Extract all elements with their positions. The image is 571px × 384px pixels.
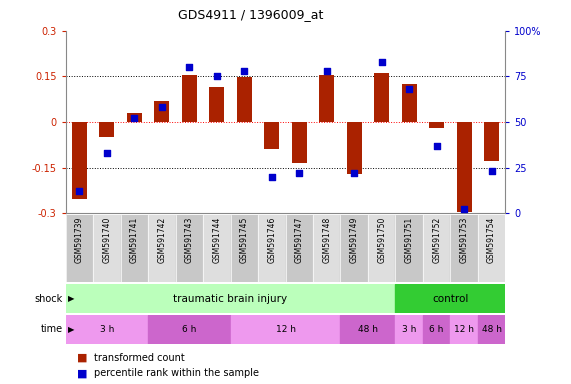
Text: GSM591748: GSM591748 xyxy=(322,217,331,263)
Bar xyxy=(313,215,340,282)
Bar xyxy=(451,215,478,282)
Bar xyxy=(451,315,478,344)
Point xyxy=(185,64,194,70)
Text: 3 h: 3 h xyxy=(402,325,416,334)
Text: 6 h: 6 h xyxy=(182,325,196,334)
Bar xyxy=(478,315,505,344)
Point xyxy=(267,174,276,180)
Bar xyxy=(176,215,203,282)
Bar xyxy=(203,215,231,282)
Bar xyxy=(395,215,423,282)
Bar xyxy=(292,122,307,163)
Text: percentile rank within the sample: percentile rank within the sample xyxy=(94,368,259,378)
Bar xyxy=(368,215,395,282)
Point xyxy=(460,207,469,213)
Text: 3 h: 3 h xyxy=(100,325,114,334)
Bar xyxy=(478,215,505,282)
Text: GSM591753: GSM591753 xyxy=(460,217,469,263)
Bar xyxy=(148,315,231,344)
Bar xyxy=(93,215,120,282)
Bar xyxy=(347,122,362,174)
Bar xyxy=(66,215,93,282)
Text: 12 h: 12 h xyxy=(275,325,296,334)
Bar xyxy=(99,122,114,137)
Text: ▶: ▶ xyxy=(68,294,74,303)
Point xyxy=(75,188,84,194)
Text: GSM591741: GSM591741 xyxy=(130,217,139,263)
Bar xyxy=(423,315,451,344)
Bar xyxy=(66,315,148,344)
Text: 48 h: 48 h xyxy=(358,325,378,334)
Text: GSM591742: GSM591742 xyxy=(158,217,166,263)
Text: ■: ■ xyxy=(77,368,87,378)
Text: time: time xyxy=(41,324,63,334)
Bar xyxy=(127,113,142,122)
Bar xyxy=(209,87,224,122)
Text: traumatic brain injury: traumatic brain injury xyxy=(174,293,288,304)
Text: ▶: ▶ xyxy=(68,325,74,334)
Text: GSM591747: GSM591747 xyxy=(295,217,304,263)
Text: GSM591745: GSM591745 xyxy=(240,217,249,263)
Bar xyxy=(154,101,170,122)
Bar xyxy=(182,75,197,122)
Point xyxy=(377,59,386,65)
Point xyxy=(157,104,166,111)
Bar xyxy=(231,315,340,344)
Point xyxy=(102,150,111,156)
Bar xyxy=(484,122,499,161)
Point xyxy=(487,168,496,174)
Text: shock: shock xyxy=(35,293,63,304)
Text: GSM591743: GSM591743 xyxy=(185,217,194,263)
Text: 6 h: 6 h xyxy=(429,325,444,334)
Text: transformed count: transformed count xyxy=(94,353,185,363)
Text: GSM591750: GSM591750 xyxy=(377,217,386,263)
Bar xyxy=(66,284,395,313)
Text: GSM591751: GSM591751 xyxy=(405,217,413,263)
Bar xyxy=(286,215,313,282)
Point xyxy=(240,68,249,74)
Text: GSM591752: GSM591752 xyxy=(432,217,441,263)
Bar xyxy=(423,215,451,282)
Bar xyxy=(120,215,148,282)
Bar xyxy=(340,315,395,344)
Point xyxy=(432,142,441,149)
Text: 12 h: 12 h xyxy=(454,325,474,334)
Point xyxy=(405,86,414,92)
Point xyxy=(130,115,139,121)
Bar xyxy=(148,215,176,282)
Bar xyxy=(231,215,258,282)
Bar xyxy=(340,215,368,282)
Bar xyxy=(429,122,444,128)
Text: ■: ■ xyxy=(77,353,87,363)
Text: GSM591754: GSM591754 xyxy=(487,217,496,263)
Bar xyxy=(237,77,252,122)
Point xyxy=(295,170,304,176)
Bar xyxy=(457,122,472,212)
Bar xyxy=(264,122,279,149)
Text: control: control xyxy=(432,293,469,304)
Bar xyxy=(374,73,389,122)
Text: GSM591746: GSM591746 xyxy=(267,217,276,263)
Bar xyxy=(72,122,87,199)
Bar xyxy=(395,315,423,344)
Text: GDS4911 / 1396009_at: GDS4911 / 1396009_at xyxy=(178,8,323,21)
Point xyxy=(322,68,331,74)
Point xyxy=(349,170,359,176)
Point xyxy=(212,73,222,79)
Text: GSM591749: GSM591749 xyxy=(349,217,359,263)
Text: 48 h: 48 h xyxy=(481,325,501,334)
Bar xyxy=(258,215,286,282)
Bar xyxy=(319,75,334,122)
Text: GSM591740: GSM591740 xyxy=(102,217,111,263)
Bar xyxy=(401,84,417,122)
Text: GSM591739: GSM591739 xyxy=(75,217,84,263)
Text: GSM591744: GSM591744 xyxy=(212,217,222,263)
Bar xyxy=(395,284,505,313)
